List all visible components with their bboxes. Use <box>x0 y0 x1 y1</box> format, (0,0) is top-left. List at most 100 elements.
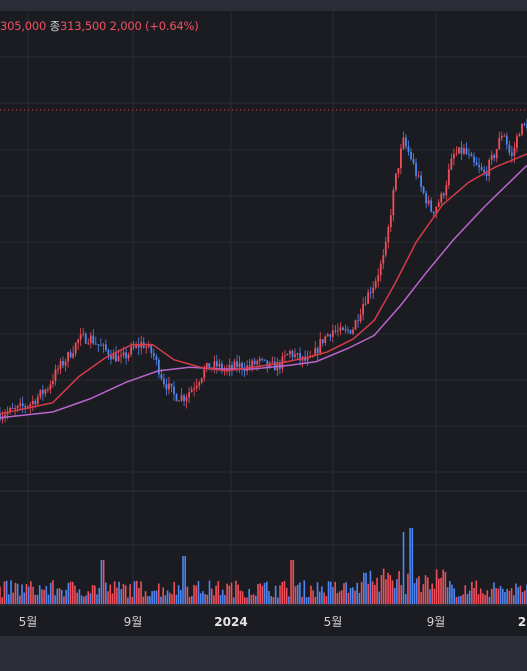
volume-bar <box>363 572 365 604</box>
candle-body <box>82 333 85 335</box>
volume-bar <box>382 568 385 604</box>
candle-body <box>425 193 428 204</box>
candle-body <box>9 407 11 412</box>
volume-bar <box>272 597 275 604</box>
candle-body <box>135 344 138 348</box>
volume-bar <box>360 582 363 604</box>
candle-body <box>74 343 77 354</box>
volume-bar <box>460 595 462 604</box>
candle-body <box>273 361 276 371</box>
candle-body <box>463 148 465 154</box>
volume-bar <box>475 580 478 604</box>
volume-bar <box>422 584 425 604</box>
candle-body <box>62 360 64 366</box>
candle-body <box>125 352 127 359</box>
candle-body <box>498 138 501 150</box>
candle-body <box>99 345 102 347</box>
volume-bar <box>396 579 398 604</box>
volume-bar <box>252 594 255 604</box>
volume-bar <box>497 588 500 604</box>
volume-bar <box>12 592 15 604</box>
volume-bar <box>329 581 332 604</box>
volume-bar <box>334 581 336 604</box>
candle-body <box>49 384 52 390</box>
volume-bar <box>144 591 147 604</box>
volume-bar <box>402 532 405 604</box>
volume-bar <box>354 590 356 604</box>
moving-average-long-line <box>0 164 527 419</box>
candle-body <box>407 146 410 152</box>
candle-body <box>523 123 526 125</box>
candle-body <box>87 343 90 345</box>
candle-body <box>324 336 327 344</box>
volume-bar <box>133 581 136 604</box>
volume-bar <box>493 582 495 604</box>
candle-body <box>420 175 422 187</box>
candle-body <box>440 193 443 203</box>
candle-body <box>168 383 170 390</box>
volume-bar <box>164 595 167 604</box>
volume-bar <box>248 588 250 604</box>
volume-bar <box>213 595 215 604</box>
volume-bar <box>221 589 224 604</box>
volume-bar <box>352 587 354 604</box>
candle-body <box>21 403 24 407</box>
candle-body <box>258 358 261 362</box>
candle-body <box>160 374 163 379</box>
candle-body <box>185 397 188 402</box>
volume-bar <box>486 590 489 604</box>
candle-body <box>394 173 397 191</box>
candle-body <box>152 353 155 357</box>
price-change: 2,000 (+0.64%) <box>109 19 199 33</box>
volume-bar <box>25 584 28 604</box>
price-info-bar: 305,000 종313,500 2,000 (+0.64%) <box>0 18 199 34</box>
volume-bar <box>254 595 257 604</box>
volume-bar <box>168 592 171 604</box>
volume-bar <box>120 589 123 604</box>
volume-bar <box>376 577 378 604</box>
volume-bar <box>464 585 467 604</box>
candle-body <box>228 365 231 369</box>
volume-bar <box>41 589 43 604</box>
candle-body <box>505 135 508 145</box>
candle-body <box>389 215 392 228</box>
candle-body <box>374 280 377 288</box>
volume-bar <box>314 596 317 604</box>
candle-body <box>110 355 112 360</box>
volume-bar <box>87 591 90 604</box>
volume-bar <box>316 582 319 604</box>
volume-bar <box>34 594 37 604</box>
candle-body <box>89 335 92 344</box>
candle-body <box>294 354 296 357</box>
candle-body <box>508 144 511 153</box>
volume-bar <box>479 588 482 604</box>
candle-body <box>349 330 352 334</box>
candle-body <box>241 363 243 370</box>
volume-bar <box>131 597 134 604</box>
candle-body <box>256 361 259 365</box>
volume-bar <box>411 528 414 604</box>
candle-body <box>64 361 67 366</box>
candle-body <box>220 363 223 371</box>
plot-background <box>0 11 527 605</box>
volume-bar <box>140 581 142 604</box>
candle-body <box>319 339 322 354</box>
volume-bar <box>303 580 306 604</box>
volume-bar <box>102 560 105 604</box>
candle-body <box>400 148 402 168</box>
volume-bar <box>182 556 184 604</box>
volume-bar <box>56 588 59 604</box>
candle-body <box>137 344 140 348</box>
candle-body <box>132 346 135 348</box>
volume-bar <box>356 582 359 604</box>
candle-body <box>0 413 1 420</box>
volume-bar <box>138 587 140 604</box>
volume-bar <box>237 584 239 604</box>
candle-body <box>19 403 22 406</box>
volume-bar <box>261 585 264 604</box>
candle-body <box>59 360 62 369</box>
volume-bar <box>230 582 233 604</box>
volume-bar <box>149 596 151 604</box>
volume-bar <box>488 596 491 604</box>
